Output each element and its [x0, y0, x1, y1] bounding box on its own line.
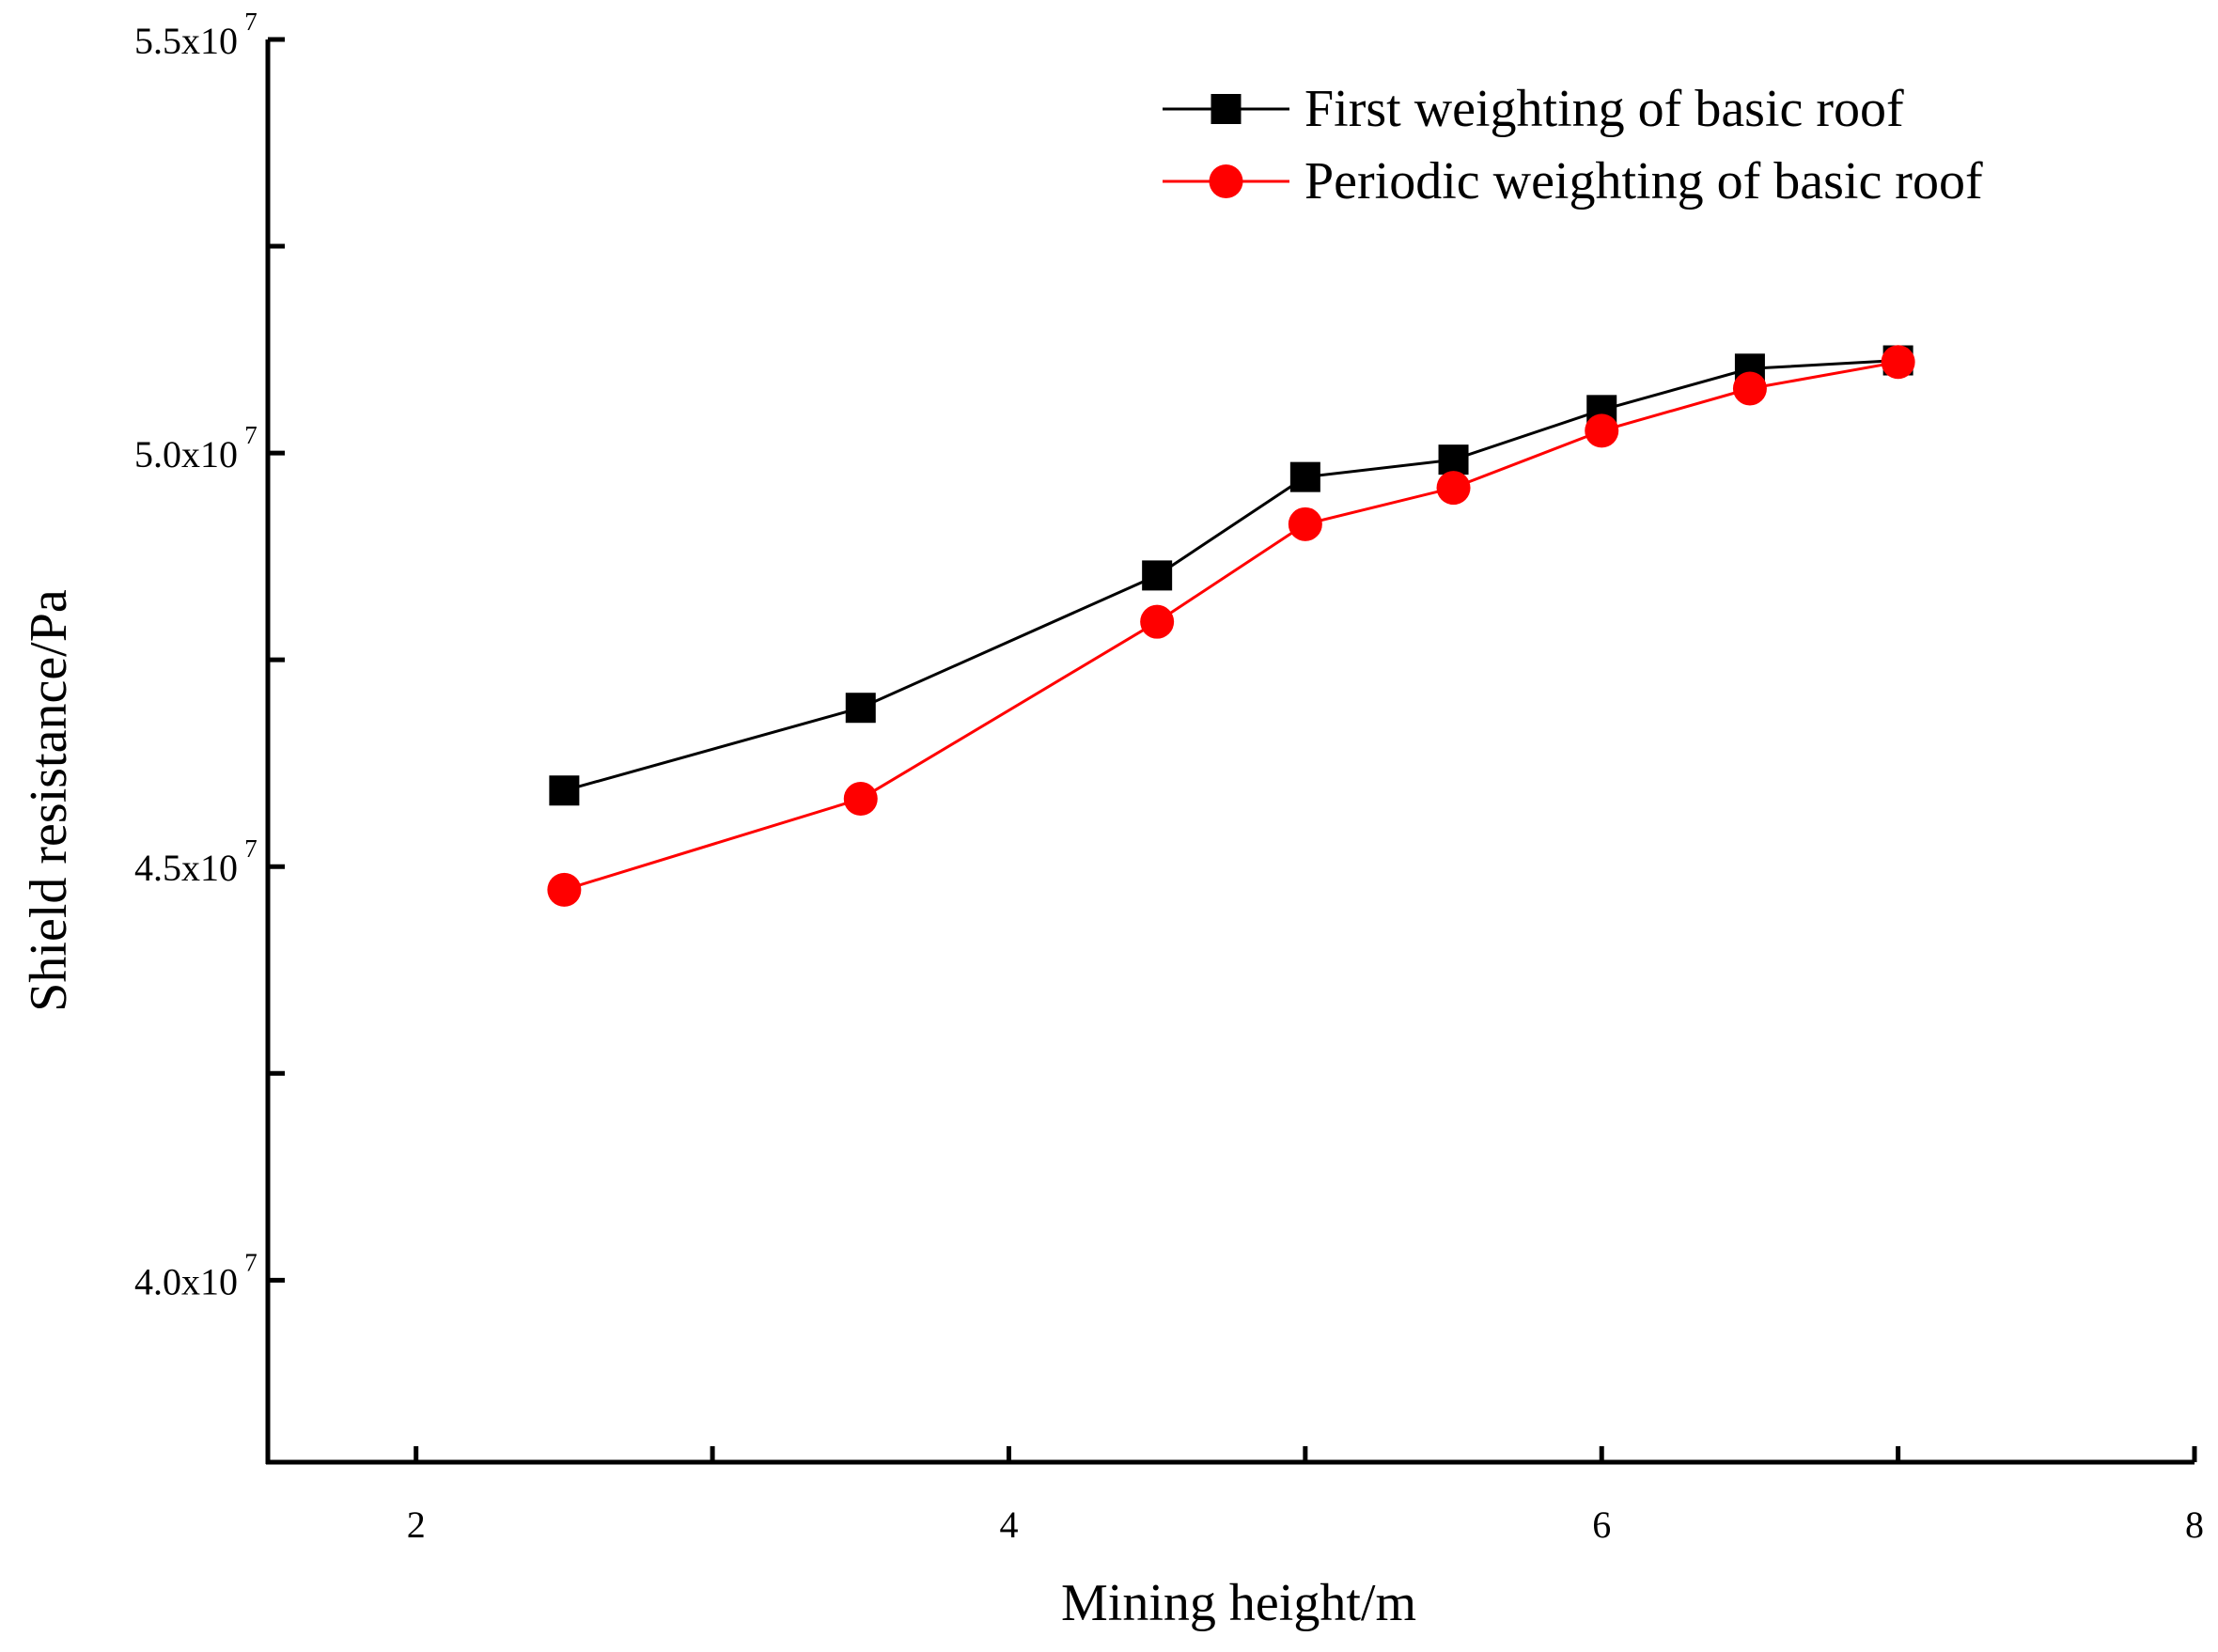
legend-item-1: First weighting of basic roof	[1163, 80, 1904, 138]
y-tick-exponent: 7	[244, 8, 258, 36]
data-point	[1732, 371, 1767, 406]
data-point	[1140, 604, 1175, 639]
data-point	[1436, 471, 1471, 506]
x-axis-label: Mining height/m	[1061, 1574, 1416, 1632]
legend-marker	[1209, 164, 1243, 198]
x-tick-label: 6	[1592, 1504, 1611, 1546]
x-tick-label: 4	[999, 1504, 1018, 1546]
series-line	[563, 360, 1898, 892]
data-point	[549, 775, 580, 806]
x-tick-label: 8	[2185, 1504, 2204, 1546]
y-tick-label: 5.0x10	[134, 433, 238, 475]
data-point	[547, 872, 582, 907]
data-point	[843, 782, 878, 817]
series-layer	[547, 345, 1915, 907]
data-point	[1881, 345, 1915, 380]
data-point	[1142, 560, 1173, 591]
series-1	[549, 345, 1913, 806]
y-tick-exponent: 7	[244, 834, 258, 863]
axes: 2 4 6 85.5x10 75.0x10 74.5x10 74.0x10 7	[134, 8, 2204, 1546]
legend-item-2: Periodic weighting of basic roof	[1163, 152, 1983, 210]
legend: First weighting of basic roof Periodic we…	[1163, 80, 1983, 210]
data-point	[1585, 413, 1619, 448]
series-line	[563, 359, 1898, 792]
legend-label: First weighting of basic roof	[1304, 80, 1904, 138]
data-point	[845, 693, 876, 724]
y-tick-exponent: 7	[244, 1248, 258, 1276]
y-tick-label: 4.5x10	[134, 847, 238, 889]
y-tick-exponent: 7	[244, 421, 258, 449]
y-axis-label: Shield resistance/Pa	[20, 589, 78, 1012]
y-tick-label: 4.0x10	[134, 1260, 238, 1302]
y-tick-label: 5.5x10	[134, 20, 238, 62]
data-point	[1289, 461, 1320, 492]
series-2	[547, 345, 1915, 907]
x-tick-label: 2	[407, 1504, 426, 1546]
data-point	[1438, 444, 1469, 475]
data-point	[1288, 507, 1322, 541]
legend-label: Periodic weighting of basic roof	[1304, 152, 1983, 210]
legend-marker	[1211, 94, 1242, 124]
